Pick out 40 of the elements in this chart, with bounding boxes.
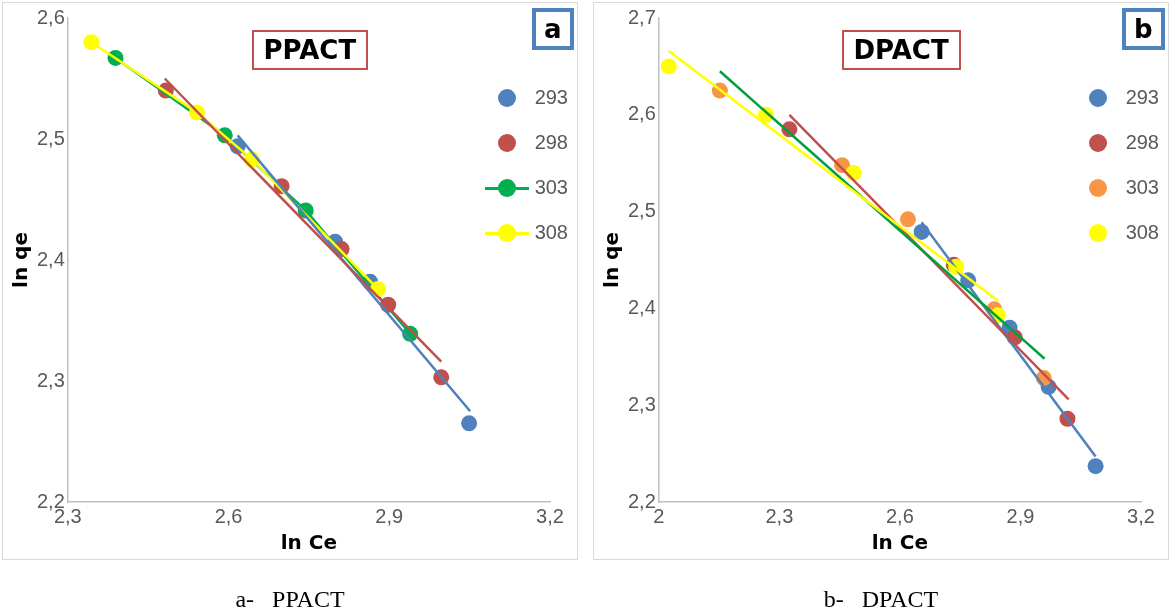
legend-label: 298 (1125, 131, 1159, 154)
text: DPACT (841, 30, 961, 70)
y-axis-title: ln qe (599, 232, 624, 288)
legend-label: 308 (1125, 221, 1159, 244)
x-tick-label: 2,3 (765, 504, 794, 527)
y-tick-label: 2,3 (627, 392, 656, 415)
point (899, 211, 916, 228)
y-tick-label: 2,4 (627, 295, 656, 318)
annotation: a (532, 8, 574, 50)
point (1087, 458, 1104, 475)
x-tick-label: 3,2 (536, 504, 564, 527)
x-axis-title: ln Ce (280, 530, 338, 555)
text: a- PPACT (234, 586, 346, 613)
x-axis-title: ln Ce (871, 530, 929, 555)
legend-label: 293 (1125, 86, 1159, 109)
y-tick-label: 2,6 (36, 5, 65, 28)
point (461, 415, 478, 432)
y-tick-label: 2,2 (627, 489, 656, 512)
legend-label: 298 (534, 131, 568, 154)
y-tick-label: 2,7 (627, 5, 656, 28)
y-tick-label: 2,4 (36, 247, 65, 270)
text: PPACT (251, 30, 369, 70)
point (83, 34, 100, 51)
y-tick-label: 2,3 (36, 368, 65, 391)
y-axis-title: ln qe (8, 232, 33, 288)
x-tick-label: 2,9 (375, 504, 404, 527)
annotation: b (1122, 8, 1165, 50)
y-tick-label: 2,6 (627, 102, 656, 125)
x-tick-label: 3,2 (1127, 504, 1155, 527)
text: b- DPACT (822, 586, 940, 613)
y-tick-label: 2,5 (36, 126, 65, 149)
x-tick-label: 2,9 (1006, 504, 1035, 527)
x-tick-label: 2,6 (886, 504, 914, 527)
legend-label: 303 (534, 176, 568, 199)
y-tick-label: 2,5 (627, 199, 656, 222)
legend-label: 303 (1125, 176, 1159, 199)
legend-label: 293 (534, 86, 568, 109)
legend-label: 308 (534, 221, 568, 244)
point (660, 58, 677, 75)
x-tick-label: 2,6 (214, 504, 243, 527)
